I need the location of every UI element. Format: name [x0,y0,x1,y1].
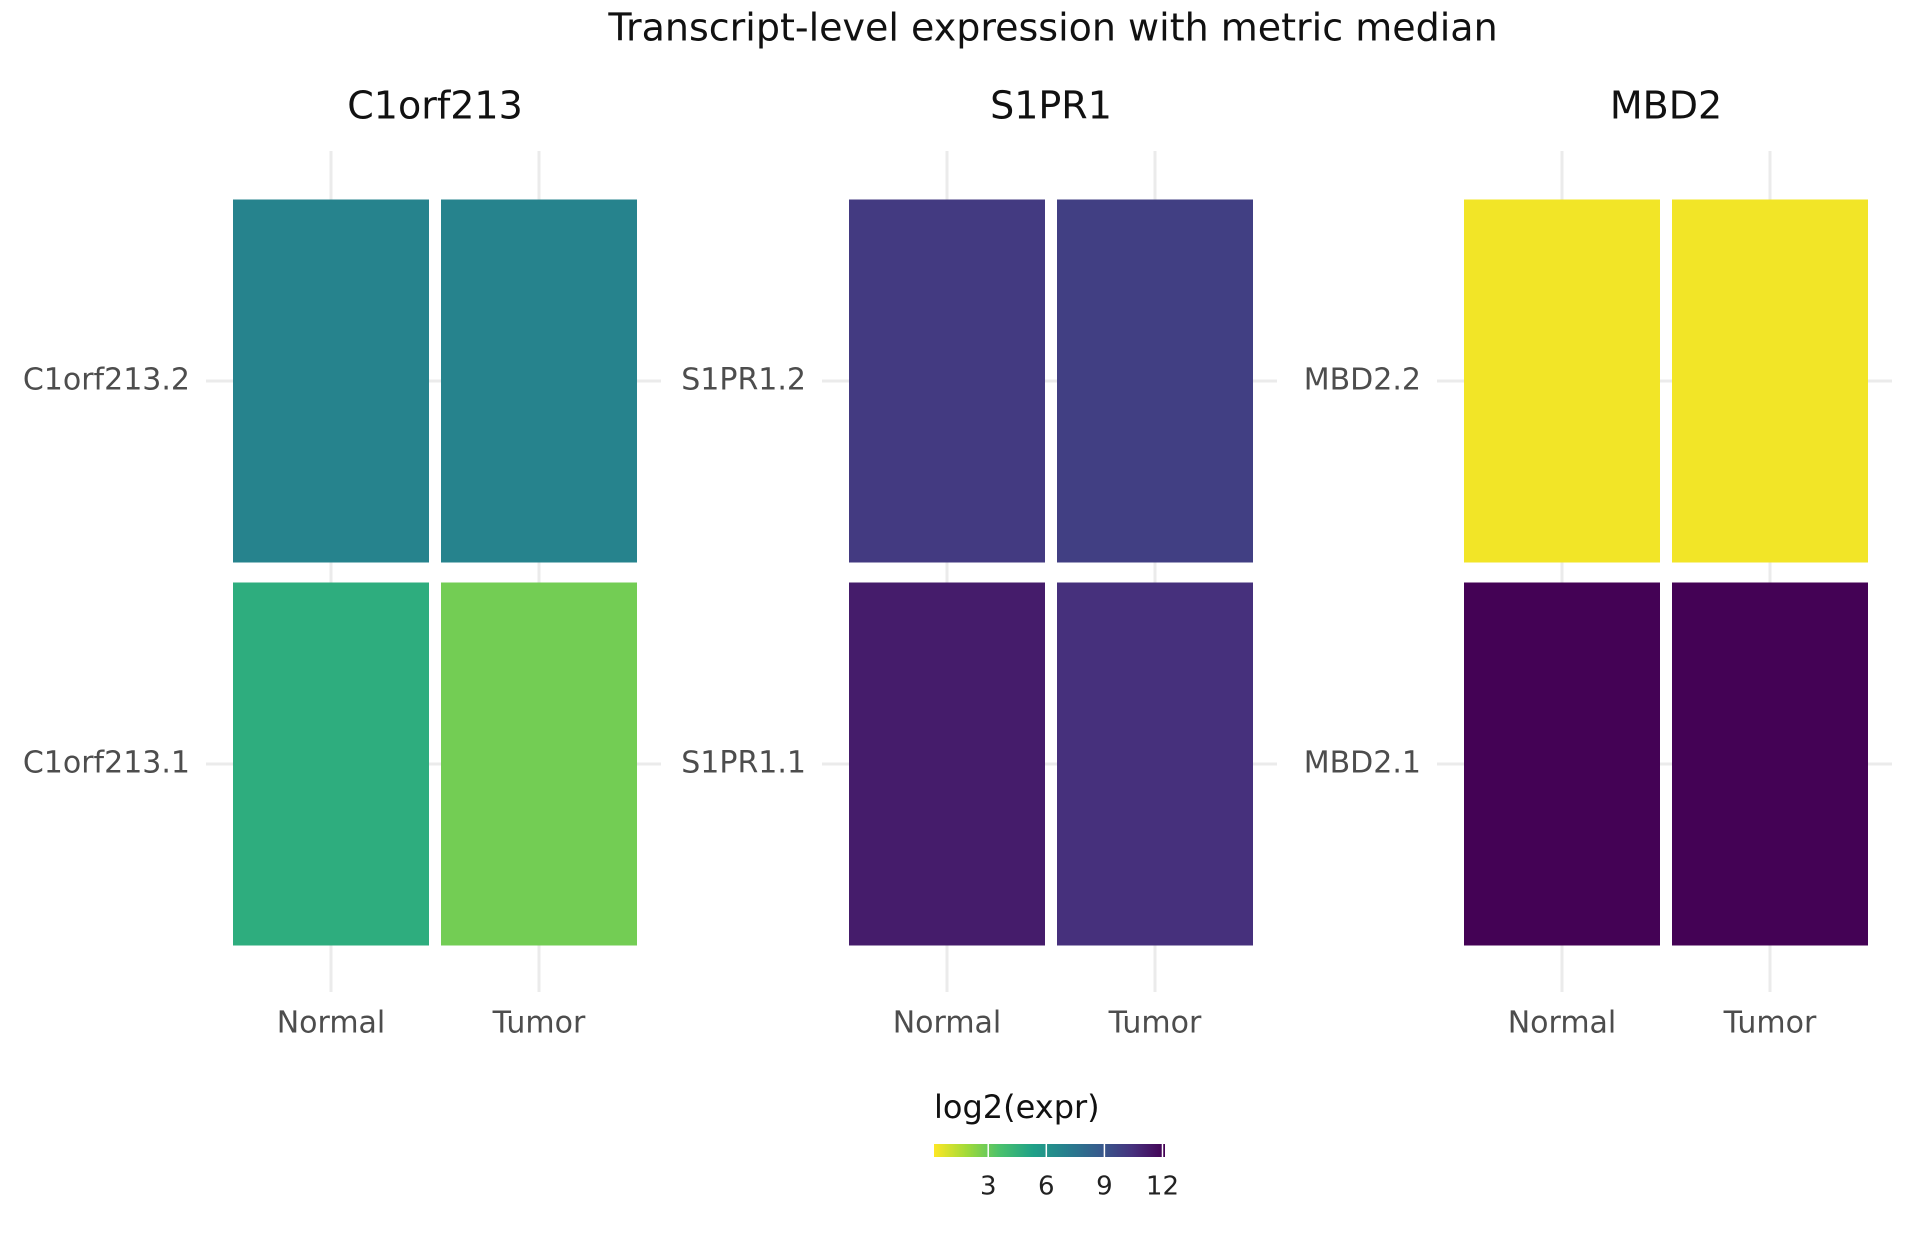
heat-cell [1464,582,1660,946]
heat-cell [849,199,1045,563]
heat-cell [441,582,637,946]
colorbar-tick-label: 9 [1096,1172,1113,1202]
facet-title: C1orf213 [347,84,523,128]
heat-cell [1057,199,1253,563]
facet-title: S1PR1 [990,84,1112,128]
y-tick-label: C1orf213.2 [23,363,190,398]
x-tick-label: Normal [1508,1006,1617,1041]
colorbar-tick-label: 6 [1038,1172,1055,1202]
facet-title: MBD2 [1610,84,1722,128]
colorbar-tick-label: 3 [980,1172,997,1202]
y-tick-label: MBD2.1 [1304,746,1421,781]
y-tick-label: S1PR1.1 [681,746,806,781]
x-tick-label: Tumor [1108,1006,1202,1041]
heat-cell [233,199,429,563]
colorbar-tick-label: 12 [1146,1172,1179,1202]
y-tick-label: MBD2.2 [1304,363,1421,398]
heat-cell [1057,582,1253,946]
heat-cell [1672,582,1868,946]
heat-cell [849,582,1045,946]
x-tick-label: Tumor [1723,1006,1817,1041]
y-tick-label: C1orf213.1 [23,746,190,781]
x-tick-label: Tumor [492,1006,586,1041]
legend-title: log2(expr) [934,1088,1100,1126]
chart-title: Transcript-level expression with metric … [607,6,1497,50]
x-tick-label: Normal [277,1006,386,1041]
y-tick-label: S1PR1.2 [681,363,806,398]
colorbar [934,1144,1165,1157]
heat-cell [441,199,637,563]
heat-cell [233,582,429,946]
heat-cell [1672,199,1868,563]
heat-cell [1464,199,1660,563]
x-tick-label: Normal [893,1006,1002,1041]
